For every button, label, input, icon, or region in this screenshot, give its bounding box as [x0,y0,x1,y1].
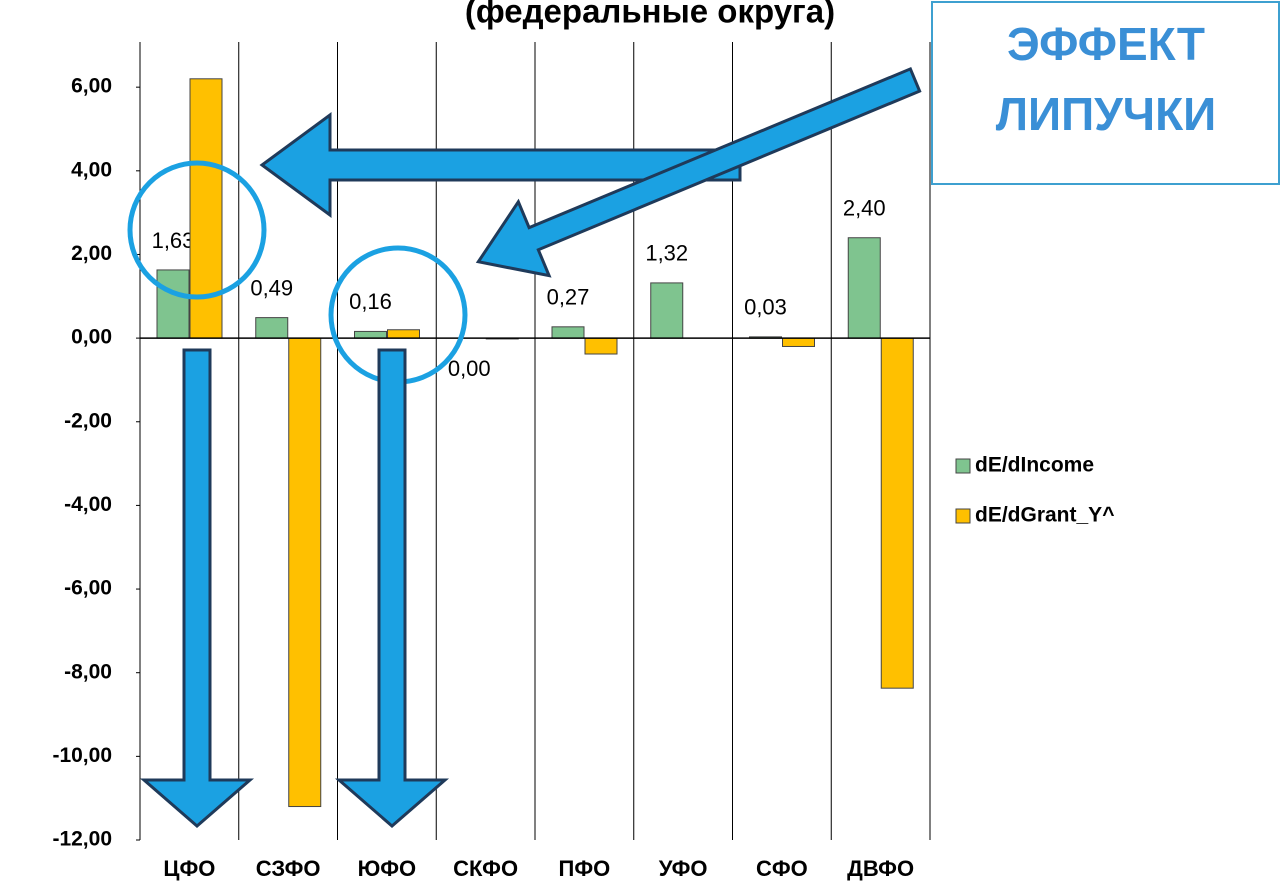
legend-swatch [955,458,971,474]
legend-swatch [955,508,971,524]
legend-label: dE/dIncome [975,454,1094,477]
data-label: 0,27 [547,285,590,310]
bar [584,337,618,355]
x-tick-label: СФО [756,856,808,881]
y-tick-label: -12,00 [52,828,112,851]
arrow [334,348,450,828]
bar [387,329,420,339]
bar [782,337,815,347]
y-tick-label: 0,00 [71,326,112,349]
data-label: 0,03 [744,295,787,320]
data-label: 0,49 [250,275,293,300]
x-tick-label: ЮФО [358,856,417,881]
x-tick-label: ПФО [559,856,611,881]
y-tick-label: 2,00 [71,242,112,265]
chart-title: (федеральные округа) [465,0,835,30]
arrow [259,112,742,218]
y-tick-label: 6,00 [71,75,112,98]
data-label: 0,00 [448,356,491,381]
y-tick-label: -6,00 [64,577,112,600]
y-tick-label: -4,00 [64,493,112,516]
bar [255,317,289,339]
bar [551,326,585,339]
bar [880,337,914,689]
plot-area: 6,00 4,00 2,00 0,00 -2,00 -4,00 -6,00 -8,00 -10,… [52,42,931,881]
x-tick-label: СЗФО [256,856,321,881]
y-tick-label: 4,00 [71,158,112,181]
x-tick-label: ЦФО [163,856,215,881]
legend-label: dE/dGrant_Y^ [975,504,1114,527]
data-label: 1,63 [152,228,195,253]
highlight-circle [127,160,267,300]
annotation-box [931,1,1280,185]
bar [288,337,322,808]
data-label: 1,32 [645,241,688,266]
bar [847,237,881,339]
bar [354,330,387,339]
bar [156,269,190,339]
x-tick-label: УФО [659,856,708,881]
data-label: 0,16 [349,289,392,314]
y-tick-label: -8,00 [64,660,112,683]
y-tick-label: -2,00 [64,409,112,432]
arrow [139,348,255,828]
y-tick-label: -10,00 [52,744,112,767]
annotation: ЛИПУЧКИ [996,88,1216,140]
decorations [127,66,922,828]
arrow [475,66,922,278]
x-tick-label: СКФО [453,856,518,881]
annotation: ЭФФЕКТ [1007,18,1205,70]
x-tick-label: ДВФО [847,856,914,881]
bar [650,282,684,339]
data-label: 2,40 [843,196,886,221]
